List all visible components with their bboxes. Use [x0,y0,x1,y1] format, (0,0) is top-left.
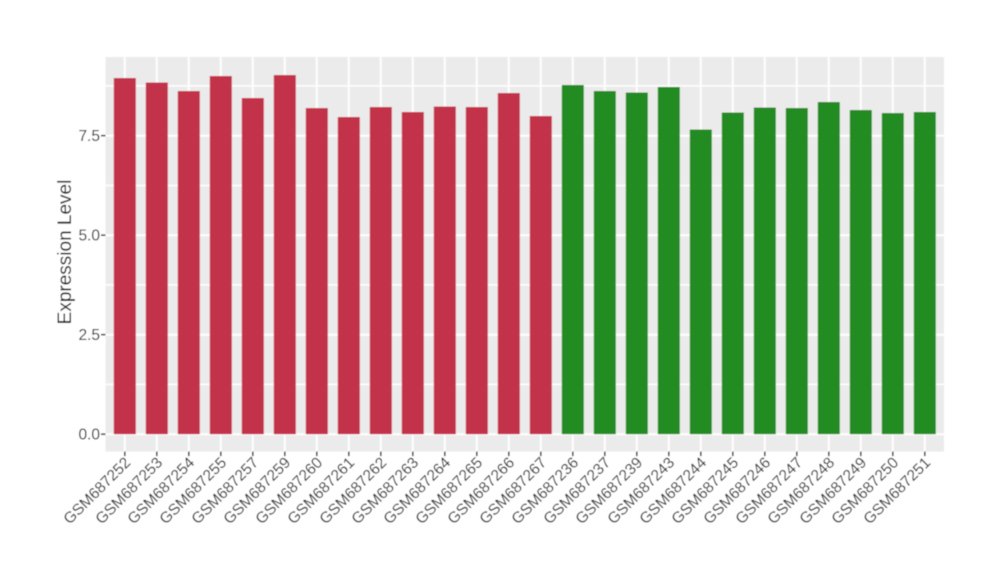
svg-text:0.0: 0.0 [78,427,100,444]
svg-text:2.5: 2.5 [78,327,100,344]
svg-text:5.0: 5.0 [78,228,100,245]
svg-text:7.5: 7.5 [78,128,100,145]
svg-text:Expression Level: Expression Level [55,180,76,325]
